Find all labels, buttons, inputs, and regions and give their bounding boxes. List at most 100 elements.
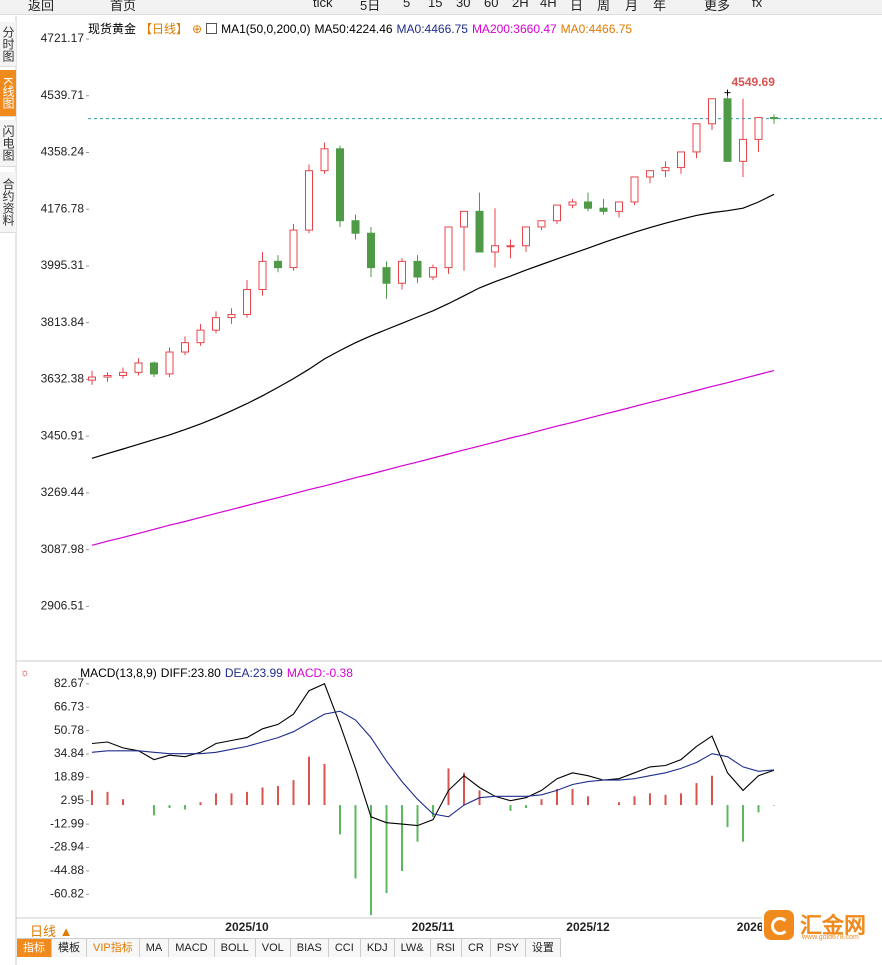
indicator-tab[interactable]: CR (461, 939, 491, 957)
settings-icon[interactable]: ☼ (20, 667, 31, 679)
candle-body (537, 220, 546, 228)
period-button[interactable]: 日线 ▲ (30, 924, 73, 939)
y-tick-label: 3995.31 (41, 258, 85, 272)
period[interactable]: 【日线】 (140, 22, 189, 36)
toolbar-button[interactable]: 月 (625, 0, 639, 13)
indicator-tab[interactable]: RSI (430, 939, 462, 957)
indicator-tab[interactable]: 模板 (52, 939, 87, 957)
y-tick-label: 66.73 (54, 699, 84, 713)
indicator-tab[interactable]: MA (139, 939, 170, 957)
candle-body (460, 210, 468, 228)
price-legend: 现货黄金 【日线】 ⊕ MA1(50,0,200,0) MA50:4224.46… (88, 20, 632, 37)
macd-legend: ☼ MACD(13,8,9) DIFF:23.80 DEA:23.99 MACD… (20, 666, 353, 680)
candle-body (274, 260, 282, 269)
candle-body (305, 170, 313, 231)
candle-body (351, 220, 360, 234)
logo: 汇金网 www.gold678.com (762, 908, 882, 944)
indicator-tab[interactable]: CCI (328, 939, 361, 957)
candle-body (692, 123, 701, 153)
y-tick-label: -60.82 (50, 886, 84, 900)
toolbar-button[interactable]: 年 (653, 0, 667, 13)
toolbar: 返回 首页 tick 5日 5 15 30 60 2H 4H 日周 月 年 更多 fx (0, 0, 882, 15)
candle-body (181, 342, 189, 353)
macd-value-legend: MACD:-0.38 (286, 666, 353, 680)
y-tick-label: -12.99 (50, 816, 84, 830)
ma-line (91, 193, 775, 459)
candle-body (258, 260, 267, 291)
indicator-tab[interactable]: KDJ (360, 939, 395, 957)
toolbar-button[interactable]: 更多 (704, 0, 731, 13)
candle-body (119, 371, 127, 376)
ma0-legend: MA0:4466.75 (560, 21, 633, 36)
toolbar-button[interactable]: 5 (403, 0, 411, 10)
side-tab[interactable]: 合约资料 (0, 172, 16, 233)
candle-body (165, 351, 174, 375)
ma50-legend: MA50:4224.46 (314, 21, 393, 36)
ma-icon (206, 23, 218, 34)
side-tab[interactable]: 闪电图 (0, 120, 16, 167)
ma-params: MA1(50,0,200,0) (221, 21, 311, 36)
candle-body (584, 201, 592, 209)
high-annotation: 4549.69 (732, 75, 776, 89)
candle-body (429, 267, 437, 278)
toolbar-button[interactable]: fx (752, 0, 763, 10)
candle-body (88, 376, 96, 381)
toolbar-button[interactable]: 60 (484, 0, 499, 10)
indicator-tab[interactable]: BOLL (214, 939, 256, 957)
side-tab[interactable]: K线图 (0, 70, 16, 117)
side-tab[interactable]: 分时图 (0, 22, 16, 67)
candle-body (475, 210, 484, 253)
candle-body (150, 362, 158, 375)
toolbar-button[interactable]: 首页 (110, 0, 137, 13)
candle-body (630, 176, 639, 203)
candle-body (568, 201, 577, 206)
candle-body (444, 226, 453, 269)
candle-body (646, 170, 654, 178)
candle-body (491, 245, 499, 253)
y-tick-label: 3269.44 (41, 485, 85, 499)
y-tick-label: 4539.71 (41, 88, 85, 102)
candle-body (103, 374, 112, 378)
indicator-tab[interactable]: 设置 (525, 939, 561, 957)
indicator-tab[interactable]: BIAS (290, 939, 329, 957)
indicator-tab[interactable]: PSY (490, 939, 526, 957)
indicator-tab[interactable]: MACD (169, 939, 215, 957)
candle-body (708, 98, 716, 125)
y-tick-label: 4721.17 (41, 31, 85, 45)
logo-url: www.gold678.com (802, 934, 859, 941)
candle-body (615, 201, 623, 212)
toolbar-button[interactable]: 5日 (360, 0, 381, 13)
logo-icon (764, 910, 794, 940)
candle-body (770, 117, 778, 120)
y-tick-label: -44.88 (50, 863, 84, 877)
diff-legend: DIFF:23.80 (160, 666, 221, 680)
dea-legend: DEA:23.99 (224, 666, 283, 680)
candle-body (413, 260, 422, 278)
y-tick-label: 18.89 (54, 770, 84, 784)
candle-body (320, 148, 329, 172)
high-marker (724, 89, 731, 96)
indicator-tab[interactable]: 指标 (17, 939, 52, 957)
candle-body (227, 314, 236, 319)
indicator-tab[interactable]: VOL (255, 939, 291, 957)
toolbar-button[interactable]: 返回 (28, 0, 55, 13)
y-tick-label: 3450.91 (41, 428, 85, 442)
toolbar-button[interactable]: 15 (428, 0, 443, 10)
macd-params: MACD(13,8,9) (80, 666, 157, 680)
candle-body (382, 267, 391, 284)
x-tick-label: 2025/12 (566, 920, 610, 934)
toolbar-button[interactable]: 4H (540, 0, 557, 10)
indicator-tab[interactable]: LW& (394, 939, 431, 957)
candle-body (212, 317, 220, 331)
toolbar-button[interactable]: 日 (570, 0, 584, 13)
indicator-tab[interactable]: VIP指标 (87, 939, 140, 957)
toolbar-button[interactable]: tick (313, 0, 333, 10)
add-icon[interactable]: ⊕ (192, 21, 203, 36)
toolbar-button[interactable]: 2H (512, 0, 529, 10)
candle-body (196, 329, 205, 344)
candle-body (754, 117, 763, 140)
toolbar-button[interactable]: 30 (456, 0, 471, 10)
y-tick-label: 4358.24 (41, 145, 85, 159)
toolbar-button[interactable]: 周 (597, 0, 611, 13)
